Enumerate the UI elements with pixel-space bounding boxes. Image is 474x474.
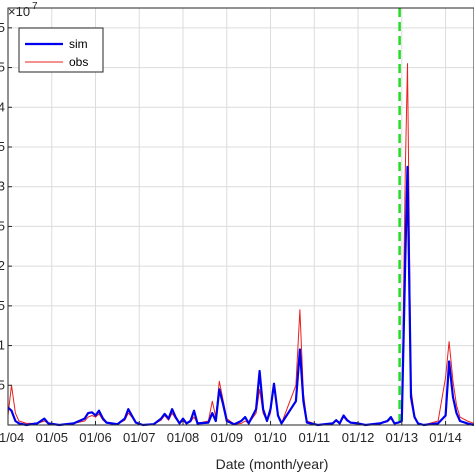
x-tick-label: 01/13 — [386, 430, 419, 445]
legend-label-obs: obs — [69, 55, 88, 69]
y-tick-label: 2 — [0, 258, 5, 273]
y-exponent-base: ×10 — [8, 4, 30, 19]
y-tick-label: 3 — [0, 179, 5, 194]
series-line-sim — [7, 165, 474, 427]
x-tick-label: 01/05 — [35, 430, 68, 445]
x-tick-label: 01/12 — [342, 430, 375, 445]
y-tick-label: 5 — [0, 20, 5, 35]
x-tick-label: 01/06 — [79, 430, 112, 445]
y-tick-label: 1.5 — [0, 298, 5, 313]
x-tick-label: 01/08 — [167, 430, 200, 445]
x-tick-label: 01/07 — [123, 430, 156, 445]
y-tick-label: 1 — [0, 338, 5, 353]
x-tick-label: 01/04 — [0, 430, 24, 445]
x-axis-ticks: 01/04 01/05 01/06 01/07 01/08 01/09 01/10 01/11… — [0, 421, 462, 445]
y-tick-label: 4.5 — [0, 60, 5, 75]
plot-frame — [7, 7, 474, 426]
y-tick-label: 0.5 — [0, 377, 5, 392]
legend-box — [18, 27, 104, 73]
y-tick-label: 4 — [0, 99, 5, 114]
y-axis-ticks: 0.5 1 1.5 2 2.5 3 3.5 4 4.5 5 — [0, 20, 12, 392]
series-layer — [7, 63, 474, 427]
legend: sim obs — [18, 27, 104, 73]
y-tick-label: 2.5 — [0, 218, 5, 233]
x-tick-label: 01/09 — [211, 430, 244, 445]
y-tick-label: 3.5 — [0, 139, 5, 154]
x-tick-label: 01/10 — [254, 430, 287, 445]
grid — [7, 8, 474, 425]
x-tick-label: 01/11 — [299, 430, 331, 445]
legend-label-sim: sim — [69, 37, 88, 51]
x-tick-label: 01/14 — [429, 430, 462, 445]
x-axis-label: Date (month/year) — [216, 456, 329, 472]
plot-area — [8, 8, 474, 425]
y-exponent-power: 7 — [32, 1, 38, 12]
